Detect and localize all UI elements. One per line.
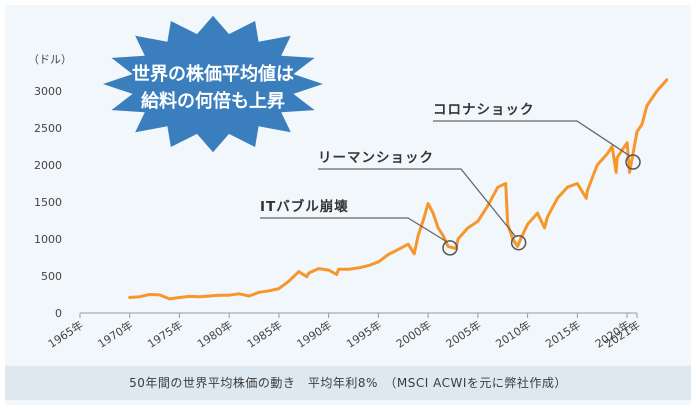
- y-tick-label: 0: [55, 307, 62, 320]
- y-tick-label: 2500: [34, 122, 62, 135]
- y-tick-label: 3000: [34, 85, 62, 98]
- y-tick-label: 1500: [34, 196, 62, 209]
- title-line-2: 給料の何倍も上昇: [141, 90, 285, 112]
- chart-panel: [5, 5, 691, 405]
- x-tick-label: 2005年: [443, 318, 483, 351]
- chart-series: [128, 78, 669, 301]
- annotation-circle: [442, 240, 458, 256]
- y-tick-label: 500: [41, 270, 62, 283]
- x-tick-label: 2010年: [493, 318, 533, 351]
- x-tick-label: 2000年: [393, 318, 433, 351]
- annotation-leader: [318, 168, 517, 238]
- annotation-leader: [433, 120, 631, 157]
- y-tick-label: 1000: [34, 233, 62, 246]
- x-tick-label: 1995年: [344, 318, 384, 351]
- chart-svg: （ドル） 0 500 1000 1500 2000 2500 3000 1965年 1970年 19…: [28, 15, 669, 351]
- title-line-1: 世界の株価平均値は: [132, 63, 294, 85]
- series-line: [128, 78, 669, 301]
- annotation-label: リーマンショック: [318, 150, 434, 166]
- x-tick-label: 1970年: [95, 318, 135, 351]
- y-tick-label: 2000: [34, 159, 62, 172]
- x-tick-label: 1980年: [194, 318, 234, 351]
- annotation-circle: [510, 234, 527, 251]
- x-tick-label: 1975年: [145, 318, 185, 351]
- chart-annotations: ITバブル崩壊 リーマンショック コロナショック: [260, 102, 641, 256]
- burst-shape: [103, 15, 323, 153]
- title-burst: 世界の株価平均値は 給料の何倍も上昇: [103, 15, 323, 153]
- y-axis-label: （ドル）: [28, 53, 72, 66]
- annotation-label: コロナショック: [433, 102, 535, 118]
- annotation-label: ITバブル崩壊: [260, 198, 349, 215]
- x-tick-label: 1985年: [244, 318, 284, 351]
- chart-caption: 50年間の世界平均株価の動き 平均年利8% （MSCI ACWIを元に弊社作成）: [5, 366, 691, 400]
- x-tick-label: 1965年: [45, 318, 85, 351]
- x-tick-label: 2015年: [543, 318, 583, 351]
- annotation-leader: [260, 217, 448, 243]
- annotation-circle: [625, 154, 641, 170]
- x-tick-label: 1990年: [294, 318, 334, 351]
